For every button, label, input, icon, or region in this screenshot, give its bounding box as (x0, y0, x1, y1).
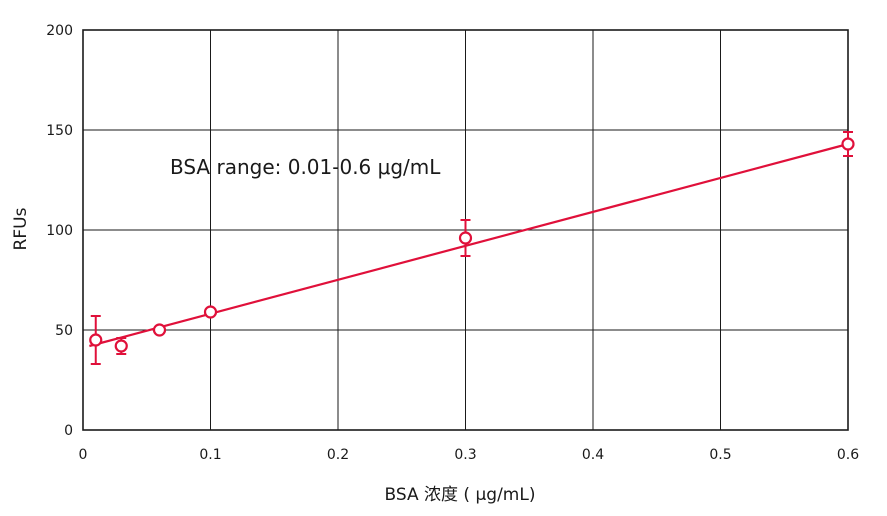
data-point (458, 231, 473, 245)
x-tick-label: 0 (79, 447, 88, 463)
y-tick-label: 200 (46, 23, 73, 39)
grid-lines (82, 29, 849, 431)
plot-frame (82, 29, 849, 431)
y-tick-label: 0 (64, 423, 73, 439)
x-tick-label: 0.5 (709, 447, 731, 463)
data-point (152, 323, 167, 337)
y-tick-label: 100 (46, 223, 73, 239)
x-tick-label: 0.6 (837, 447, 859, 463)
data-point (203, 305, 218, 319)
x-axis-label: BSA 浓度 ( μg/mL) (385, 485, 536, 505)
data-point (114, 339, 128, 353)
range-annotation: BSA range: 0.01-0.6 μg/mL (170, 155, 441, 179)
x-tick-labels: 0 0.1 0.2 0.3 0.4 0.5 0.6 (79, 447, 860, 463)
data-point (841, 137, 855, 151)
y-tick-labels: 0 50 100 150 200 (46, 23, 73, 439)
x-tick-label: 0.3 (454, 447, 476, 463)
y-tick-label: 50 (55, 323, 73, 339)
data-series (89, 131, 855, 365)
data-point (89, 333, 103, 347)
y-tick-label: 150 (46, 123, 73, 139)
x-tick-label: 0.2 (327, 447, 349, 463)
y-axis-label: RFUs (11, 207, 31, 250)
x-tick-label: 0.4 (582, 447, 604, 463)
x-tick-label: 0.1 (199, 447, 221, 463)
